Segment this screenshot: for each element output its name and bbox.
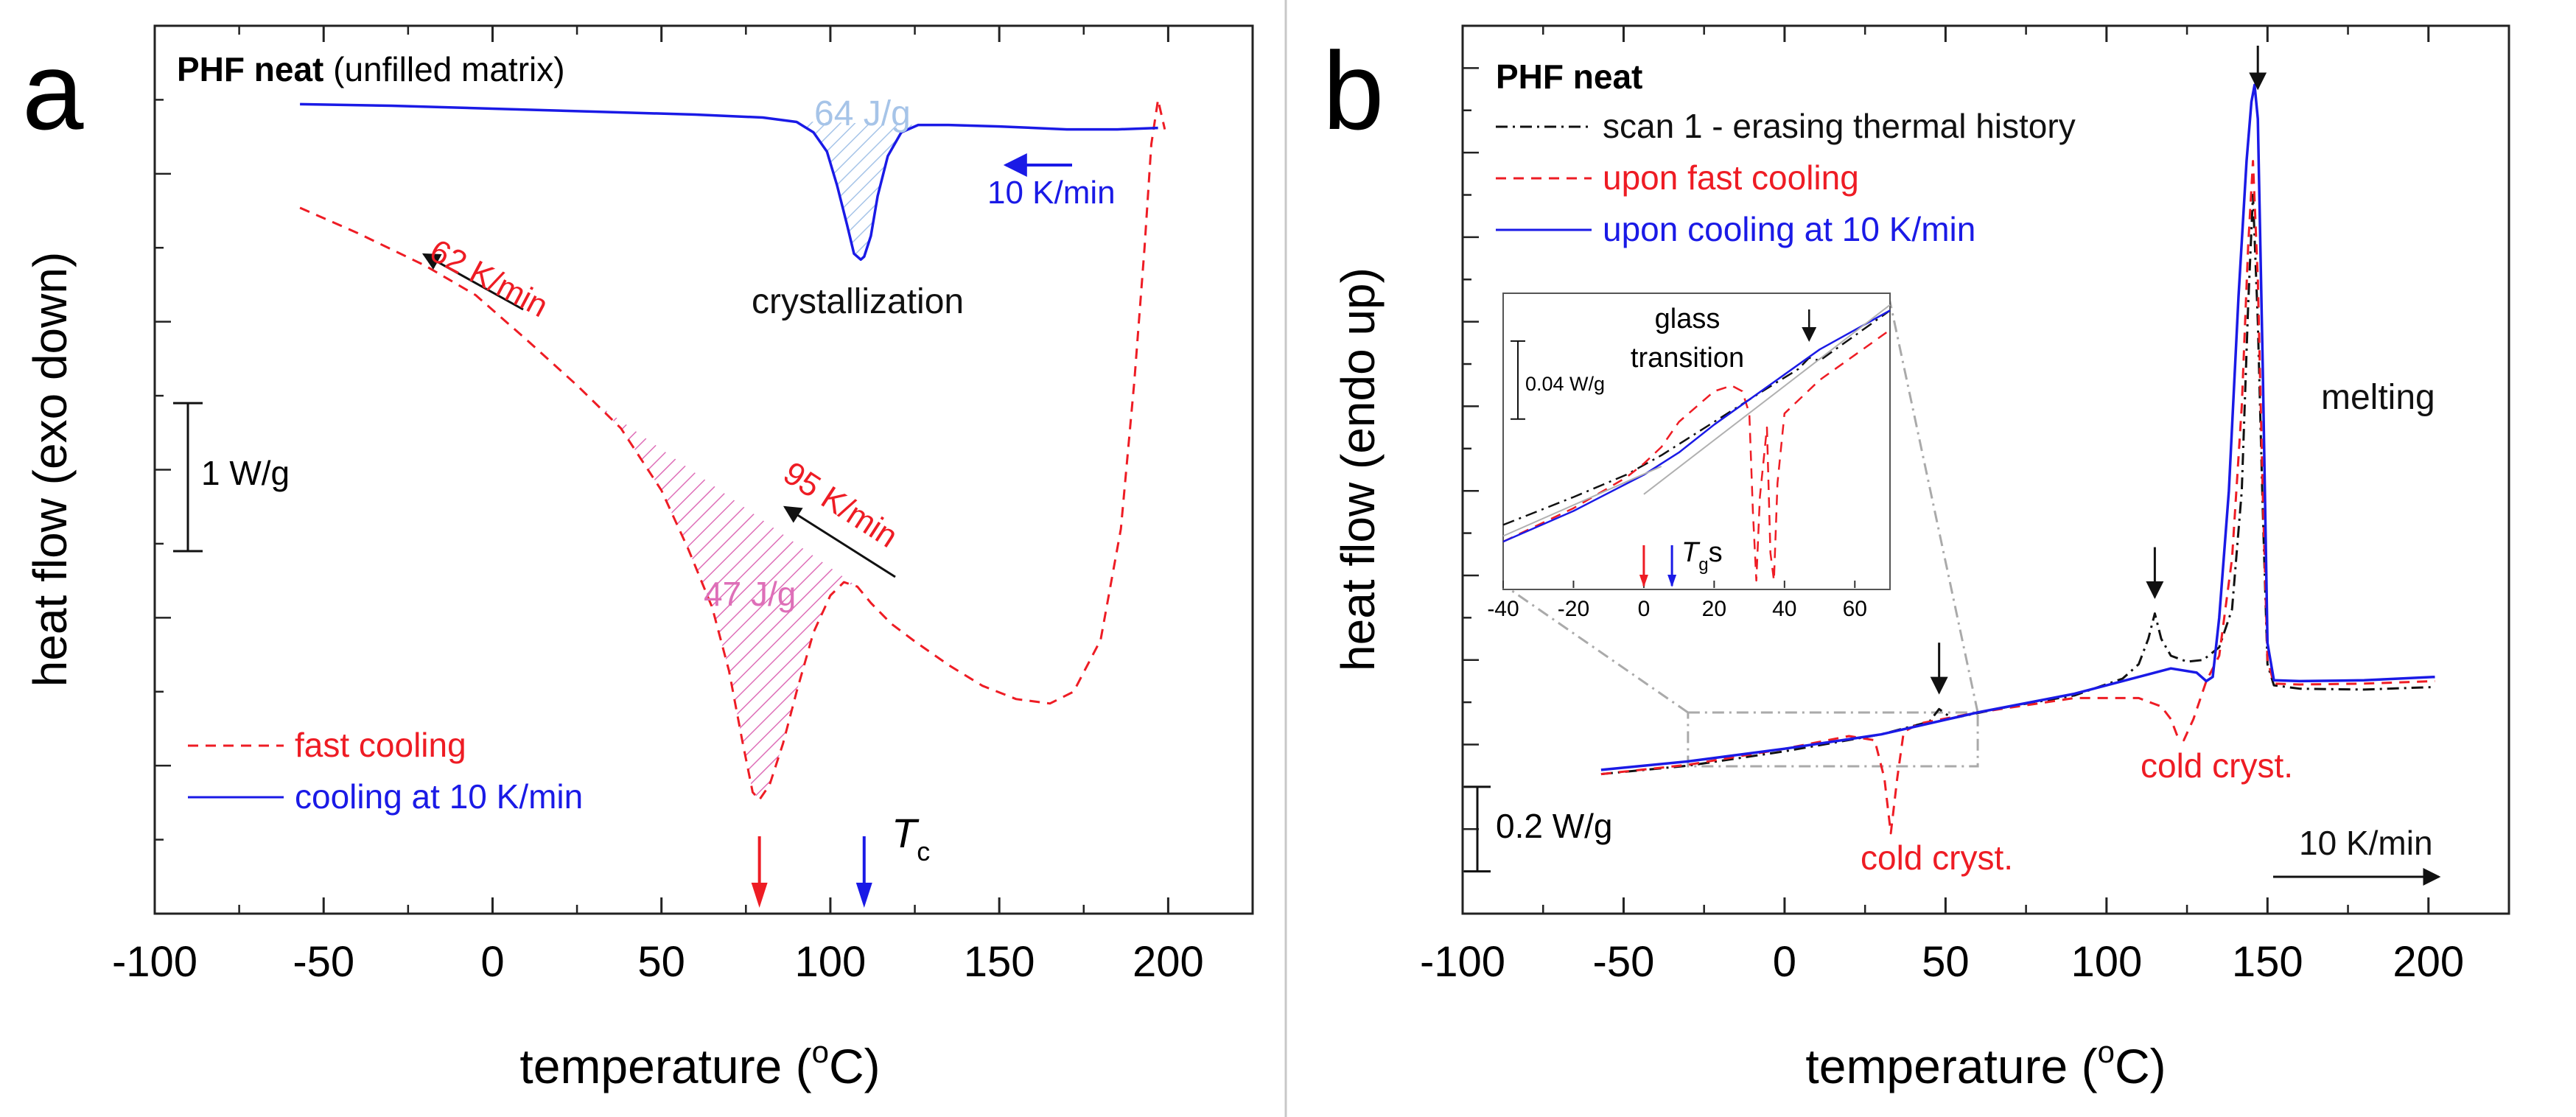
inset-series-black [1502, 309, 1891, 526]
panel-b-letter: b [1323, 29, 1384, 153]
b-xtick-label-0: -100 [1420, 938, 1505, 986]
a-xtick-label-4: 100 [795, 938, 867, 986]
legend-label-cooling-10: cooling at 10 K/min [295, 777, 583, 816]
inset-tg-main: T [1681, 537, 1701, 568]
inset-xtick-label-2: 0 [1638, 597, 1651, 621]
a-tc-marker-head-0 [751, 883, 768, 908]
panel-a-annotation-crystallization: crystallization [752, 282, 964, 321]
inset-tg-label: Tgs [1681, 537, 1723, 575]
a-xtick-label-2: 0 [480, 938, 504, 986]
b-xtick-label-5: 150 [2232, 938, 2303, 986]
a-xtick-label-0: -100 [112, 938, 197, 986]
panel-b-plot-area: -100 -50 0 50 100 150 200 [1420, 26, 2464, 986]
inset-series-tangent2 [1643, 304, 1891, 495]
panel-a-title-bold: PHF neat [177, 50, 323, 88]
a-series-cooling-10 [300, 102, 1158, 262]
panel-b-xlabel: temperature (oC) [1805, 1034, 2166, 1093]
b-xtick-label-3: 50 [1922, 938, 1970, 986]
panel-b-frame [1461, 24, 2510, 915]
inset-tg-marker-head-1 [1667, 575, 1677, 587]
legend-label-fast-cooling: fast cooling [295, 726, 466, 764]
a-area-47 [594, 402, 858, 800]
legend-label-cooling10: upon cooling at 10 K/min [1603, 210, 1975, 248]
panel-a-annotation-10: 10 K/min [987, 175, 1116, 211]
panel-a-xlabel-sup: o [812, 1034, 829, 1069]
inset-series-red [1502, 329, 1891, 582]
panel-b-scalebar-label: 0.2 W/g [1496, 807, 1613, 845]
inset-xtick-label-3: 20 [1702, 597, 1726, 621]
panel-a-tc-main: T [892, 810, 920, 856]
panel-b-ylabel: heat flow (endo up) [1331, 267, 1385, 671]
panel-b-inset: -40 -20 0 20 40 60 glass transition 0.04 W/g … [1487, 293, 1891, 621]
b-xtick-label-6: 200 [2393, 938, 2464, 986]
panel-b-legend: scan 1 - erasing thermal history upon fa… [1496, 107, 2076, 248]
b-zoom-connector [1506, 586, 1689, 714]
panel-b-annotation-melting: melting [2321, 378, 2435, 417]
b-zoom-connector [1887, 294, 1979, 713]
a-arrow-95 [783, 505, 896, 578]
panel-a-ylabel: heat flow (exo down) [24, 252, 77, 687]
inset-xtick-label-0: -40 [1487, 597, 1519, 621]
panel-a: a -100 -50 0 50 100 150 200 PHF neat (unfilled… [0, 0, 1282, 1117]
panel-b-annotation-rate: 10 K/min [2299, 824, 2433, 862]
a-xtick-label-6: 200 [1133, 938, 1204, 986]
a-xtick-label-3: 50 [637, 938, 685, 986]
b-xtick-label-4: 100 [2071, 938, 2142, 986]
b-xtick-label-2: 0 [1773, 938, 1796, 986]
legend-label-fast: upon fast cooling [1603, 158, 1859, 197]
panel-a-letter: a [22, 29, 84, 153]
panel-a-xlabel-end: C) [829, 1039, 881, 1093]
panel-a-scalebar-label: 1 W/g [201, 454, 290, 492]
inset-tg-marker-head-0 [1639, 575, 1648, 587]
panel-a-background [0, 0, 1282, 1117]
inset-xtick-label-5: 60 [1843, 597, 1867, 621]
panel-b-annotation-coldcryst-2: cold cryst. [2141, 746, 2293, 785]
panel-a-area-label-64: 64 J/g [814, 94, 911, 133]
inset-scalebar-label: 0.04 W/g [1525, 373, 1605, 395]
inset-series-tangent1 [1502, 466, 1662, 537]
panel-a-title-rest: (unfilled matrix) [323, 50, 564, 88]
panel-b-xlabel-end: C) [2115, 1039, 2166, 1093]
panel-b-xlabel-sup: o [2098, 1034, 2115, 1069]
panel-b-title: PHF neat [1496, 57, 1642, 96]
a-tc-marker-head-1 [855, 883, 872, 908]
a-area-64 [789, 121, 919, 260]
panel-a-tc-sub: c [917, 836, 930, 866]
b-series-cooling10 [1600, 83, 2435, 771]
a-xtick-label-5: 150 [964, 938, 1035, 986]
panel-a-legend: fast cooling cooling at 10 K/min [188, 726, 583, 816]
inset-xtick-label-1: -20 [1558, 597, 1589, 621]
inset-glass-label-2: transition [1631, 343, 1744, 374]
panel-a-frame [153, 24, 1254, 915]
panel-a-xlabel-main: temperature ( [519, 1039, 811, 1093]
a-xtick-label-1: -50 [293, 938, 354, 986]
panel-b-annotation-coldcryst-1: cold cryst. [1861, 838, 2013, 877]
inset-frame [1502, 293, 1891, 590]
inset-plot-area: -40 -20 0 20 40 60 [1487, 304, 1891, 621]
b-series-scan1 [1600, 194, 2435, 776]
inset-series-blue [1502, 309, 1891, 543]
inset-tg-suffix: s [1709, 537, 1723, 568]
panel-b-xlabel-main: temperature ( [1805, 1039, 2097, 1093]
panel-a-xlabel: temperature (oC) [519, 1034, 880, 1093]
panel-a-title: PHF neat (unfilled matrix) [177, 50, 565, 88]
panel-b: b -100 -50 0 50 100 150 200 PHF neat scan 1 - … [1323, 24, 2510, 1093]
b-xtick-label-1: -50 [1593, 938, 1655, 986]
inset-xtick-label-4: 40 [1772, 597, 1796, 621]
panel-a-plot-area: -100 -50 0 50 100 150 200 [112, 26, 1204, 986]
inset-tg-sub: g [1698, 555, 1708, 575]
legend-label-scan1: scan 1 - erasing thermal history [1603, 107, 2076, 145]
panel-a-tc-label: Tc [892, 810, 930, 866]
a-series-fast-cooling [299, 98, 1166, 801]
inset-glass-label-1: glass [1655, 304, 1721, 335]
panel-a-area-label-47: 47 J/g [704, 575, 796, 613]
b-zoom-box [1687, 711, 1979, 768]
a-arrow-62 [421, 253, 524, 311]
